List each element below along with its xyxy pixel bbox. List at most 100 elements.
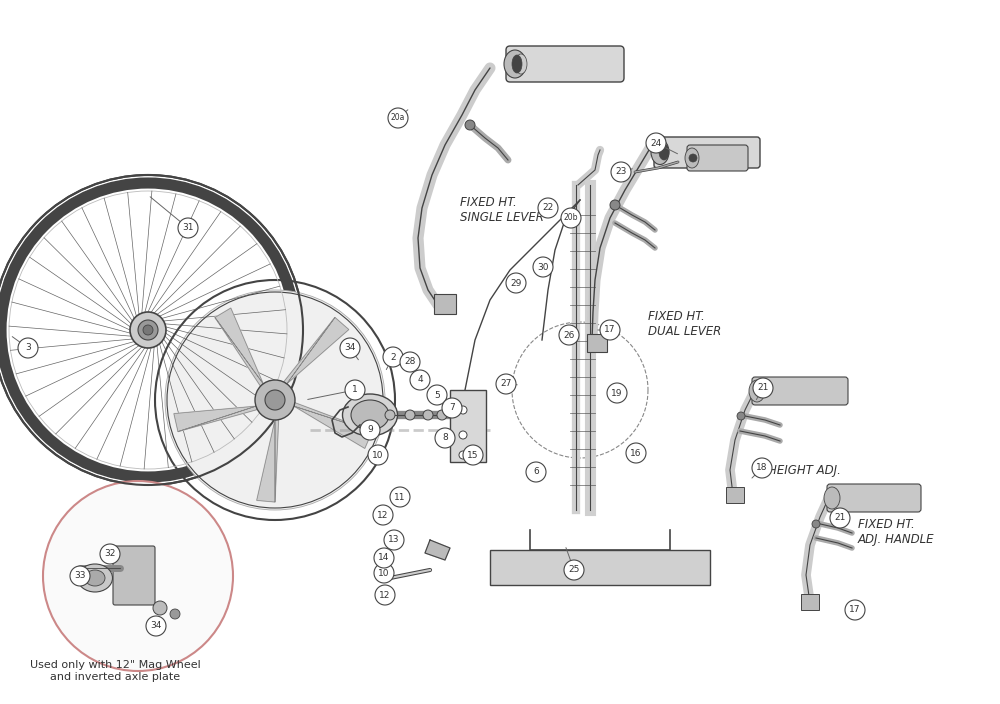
Text: 25: 25 <box>568 565 580 574</box>
Text: 17: 17 <box>604 325 616 334</box>
Polygon shape <box>425 540 450 560</box>
Circle shape <box>538 198 558 218</box>
Text: 17: 17 <box>849 605 861 615</box>
Circle shape <box>100 544 120 564</box>
Circle shape <box>611 162 631 182</box>
Text: 34: 34 <box>344 344 356 353</box>
Text: 21: 21 <box>757 384 769 393</box>
Text: 34: 34 <box>150 622 162 631</box>
Ellipse shape <box>651 139 669 165</box>
Text: 20b: 20b <box>564 213 578 222</box>
Circle shape <box>373 505 393 525</box>
Text: 5: 5 <box>434 391 440 399</box>
Polygon shape <box>215 308 263 386</box>
Circle shape <box>375 585 395 605</box>
FancyBboxPatch shape <box>827 484 921 512</box>
Circle shape <box>561 208 581 228</box>
FancyBboxPatch shape <box>490 550 710 585</box>
Text: 27: 27 <box>500 379 512 389</box>
Circle shape <box>437 410 447 420</box>
Text: 13: 13 <box>388 536 400 544</box>
Circle shape <box>340 338 360 358</box>
Circle shape <box>345 380 365 400</box>
Circle shape <box>384 530 404 550</box>
Text: 26: 26 <box>563 330 575 339</box>
Circle shape <box>753 378 773 398</box>
Circle shape <box>427 385 447 405</box>
Circle shape <box>255 380 295 420</box>
Circle shape <box>600 320 620 340</box>
Circle shape <box>385 410 395 420</box>
Text: 22: 22 <box>542 203 554 213</box>
Polygon shape <box>294 403 372 448</box>
Circle shape <box>564 560 584 580</box>
Text: 24: 24 <box>650 139 662 148</box>
Text: 3: 3 <box>25 344 31 353</box>
Circle shape <box>265 390 285 410</box>
Circle shape <box>463 445 483 465</box>
Circle shape <box>442 398 462 418</box>
Circle shape <box>610 200 620 210</box>
Ellipse shape <box>342 394 398 436</box>
Text: 7: 7 <box>449 403 455 413</box>
Circle shape <box>459 451 467 459</box>
Circle shape <box>374 563 394 583</box>
Circle shape <box>435 428 455 448</box>
Polygon shape <box>284 318 349 384</box>
Text: 10: 10 <box>378 569 390 577</box>
Text: 2: 2 <box>390 353 396 361</box>
Circle shape <box>459 431 467 439</box>
Circle shape <box>737 412 745 420</box>
Text: 23: 23 <box>615 168 627 177</box>
Circle shape <box>410 370 430 390</box>
Circle shape <box>146 616 166 636</box>
Circle shape <box>400 352 420 372</box>
Ellipse shape <box>824 487 840 509</box>
Text: 1: 1 <box>352 386 358 394</box>
FancyBboxPatch shape <box>726 487 744 503</box>
Ellipse shape <box>749 380 765 402</box>
Circle shape <box>812 520 820 528</box>
Circle shape <box>533 257 553 277</box>
Polygon shape <box>257 420 279 502</box>
Ellipse shape <box>512 55 522 73</box>
FancyBboxPatch shape <box>801 594 819 610</box>
Circle shape <box>607 383 627 403</box>
Circle shape <box>390 487 410 507</box>
Circle shape <box>153 601 167 615</box>
Text: 4: 4 <box>417 375 423 384</box>
Text: 29: 29 <box>510 279 522 287</box>
Circle shape <box>405 410 415 420</box>
FancyBboxPatch shape <box>587 334 607 352</box>
Circle shape <box>170 609 180 619</box>
Circle shape <box>459 406 467 414</box>
Circle shape <box>360 420 380 440</box>
Circle shape <box>646 133 666 153</box>
Circle shape <box>845 600 865 620</box>
Circle shape <box>526 462 546 482</box>
Ellipse shape <box>85 570 105 586</box>
FancyBboxPatch shape <box>450 390 486 462</box>
FancyBboxPatch shape <box>654 137 760 168</box>
Circle shape <box>374 548 394 568</box>
FancyBboxPatch shape <box>434 294 456 314</box>
Circle shape <box>830 508 850 528</box>
Circle shape <box>423 410 433 420</box>
FancyBboxPatch shape <box>687 145 748 171</box>
Text: FIXED HT.
ADJ. HANDLE: FIXED HT. ADJ. HANDLE <box>858 518 934 546</box>
Circle shape <box>138 320 158 340</box>
Ellipse shape <box>78 564 112 592</box>
Text: 8: 8 <box>442 434 448 443</box>
Text: 32: 32 <box>104 550 116 558</box>
Circle shape <box>559 325 579 345</box>
Text: 14: 14 <box>378 553 390 562</box>
Ellipse shape <box>685 148 699 168</box>
Circle shape <box>368 445 388 465</box>
Circle shape <box>506 273 526 293</box>
Text: 19: 19 <box>611 389 623 398</box>
Text: 10: 10 <box>372 451 384 460</box>
Ellipse shape <box>515 54 527 74</box>
Text: FIXED HT.
DUAL LEVER: FIXED HT. DUAL LEVER <box>648 310 721 338</box>
Text: 21: 21 <box>834 513 846 522</box>
Circle shape <box>496 374 516 394</box>
